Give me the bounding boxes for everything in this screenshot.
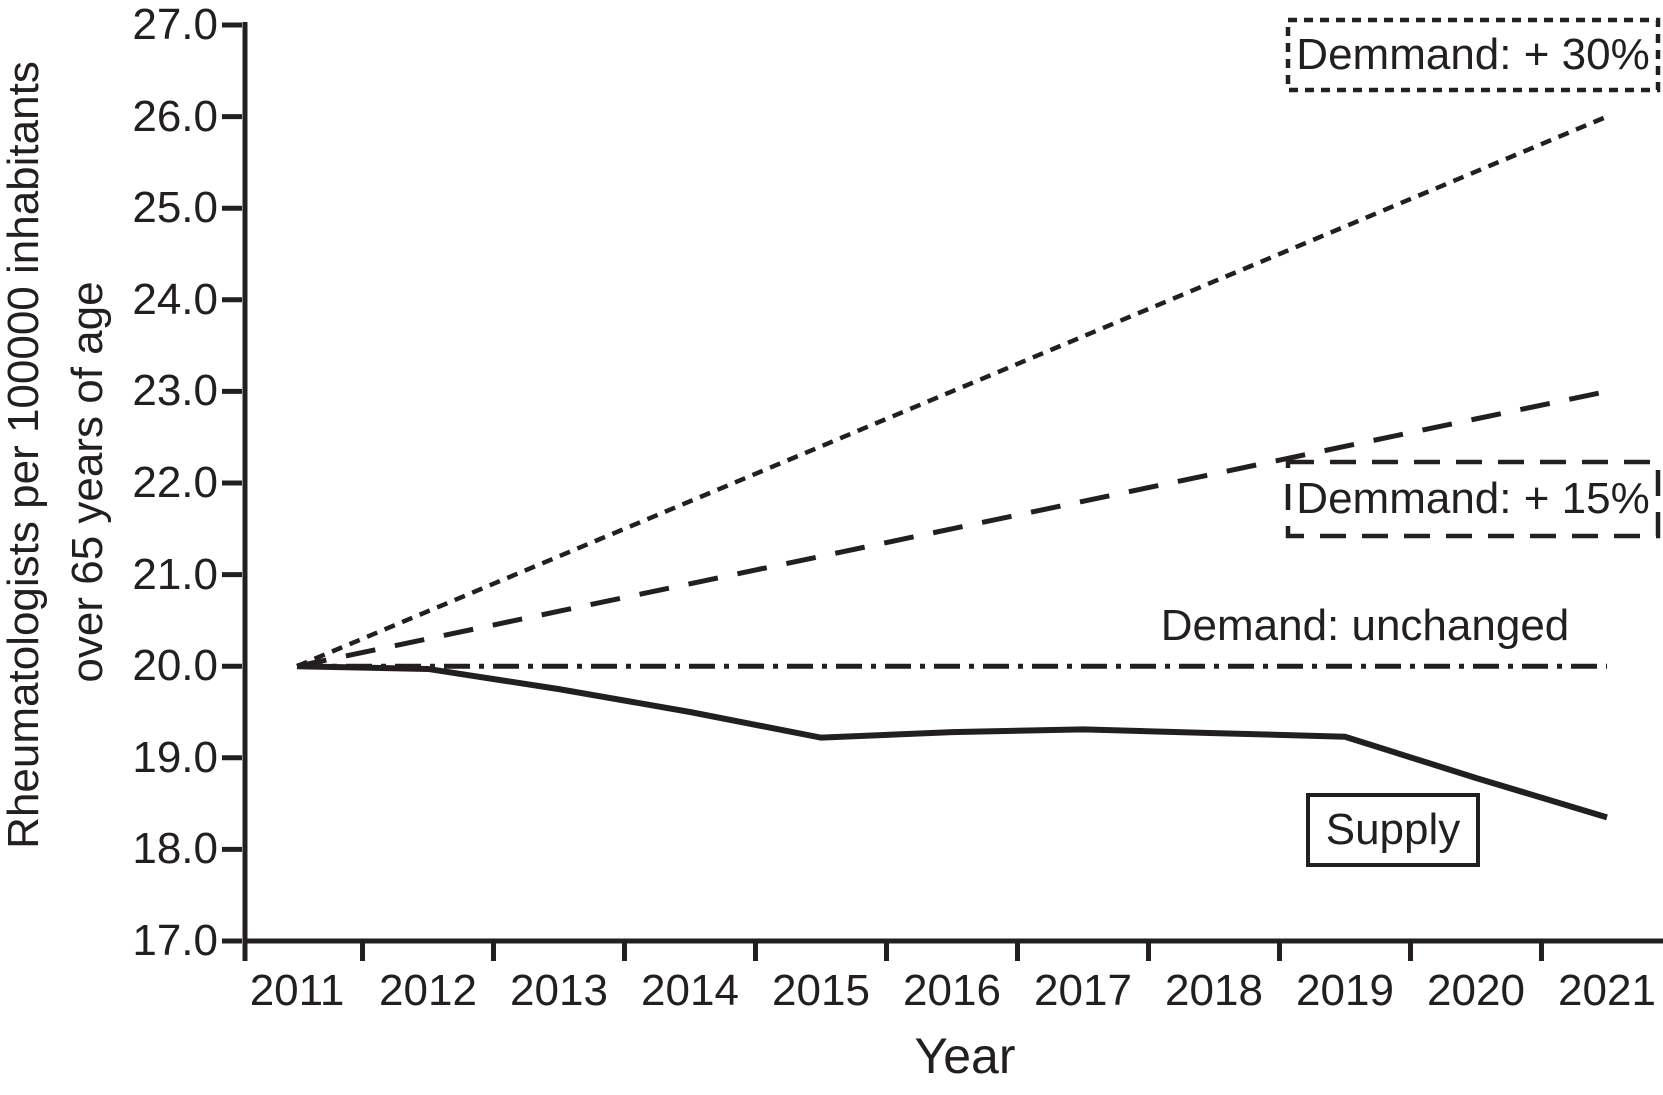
x-tick-label: 2012: [379, 966, 477, 1015]
y-axis-title-line1: Rheumatologists per 100000 inhabitants: [0, 61, 48, 849]
x-tick-label: 2020: [1427, 966, 1525, 1015]
y-tick-label: 22.0: [132, 458, 218, 507]
y-tick-label: 18.0: [132, 824, 218, 874]
x-tick-label: 2011: [249, 966, 345, 1015]
y-tick-label: 20.0: [132, 641, 218, 691]
x-tick-label: 2021: [1558, 966, 1656, 1015]
y-tick-label: 23.0: [132, 366, 218, 416]
x-tick-label: 2015: [772, 966, 870, 1015]
x-axis-title: Year: [914, 1028, 1016, 1084]
annotation-supply: Supply: [1325, 805, 1461, 854]
series-line-supply: [296, 663, 1608, 821]
y-tick-label: 24.0: [132, 274, 218, 324]
annotation-demand-plus-30: Demmand: + 30%: [1296, 30, 1650, 79]
y-tick-label: 19.0: [132, 732, 218, 782]
annotation-demand-plus-15: Demmand: + 15%: [1296, 474, 1650, 523]
y-tick-label: 21.0: [132, 549, 218, 599]
x-tick-label: 2018: [1165, 966, 1263, 1015]
series-line-demand-plus-15: [296, 388, 1608, 669]
annotation-box-demand-plus-15: [1285, 459, 1661, 539]
x-tick-label: 2019: [1296, 966, 1394, 1015]
y-tick-label: 27.0: [132, 0, 218, 49]
y-tick-label: 25.0: [132, 183, 218, 233]
annotation-demand-unchanged: Demand: unchanged: [1160, 601, 1570, 650]
x-tick-label: 2016: [903, 966, 1001, 1015]
y-tick-label: 26.0: [132, 91, 218, 141]
series-line-demand-plus-30: [296, 114, 1608, 669]
x-tick-label: 2014: [641, 966, 739, 1015]
y-axis-title-line2: over 65 years of age: [63, 281, 112, 683]
x-tick-label: 2013: [510, 966, 608, 1015]
annotation-box-supply: [1306, 793, 1480, 867]
y-tick-label: 17.0: [132, 916, 218, 965]
annotation-box-demand-plus-30: [1285, 17, 1661, 93]
x-tick-label: 2017: [1034, 966, 1132, 1015]
